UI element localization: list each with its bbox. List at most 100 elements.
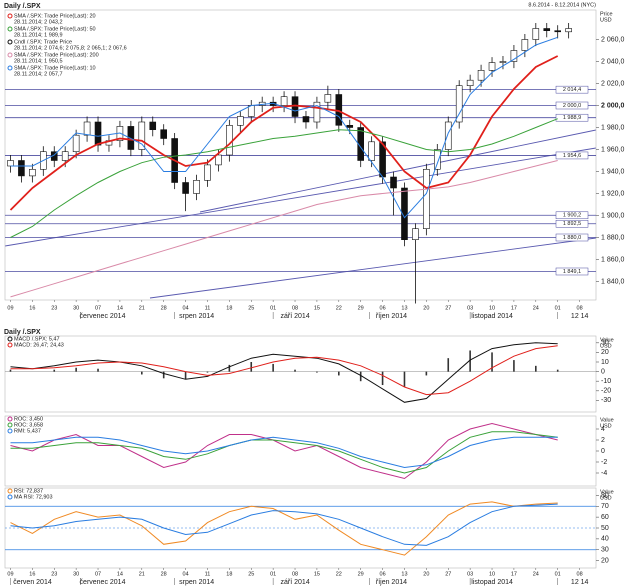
candle-body xyxy=(521,39,529,51)
y-axis-label: Value xyxy=(600,489,614,495)
legend-icon xyxy=(7,494,13,500)
candle-body xyxy=(61,151,69,161)
y-tick-label: -30 xyxy=(601,397,611,404)
x-tick-label: 04 xyxy=(183,571,189,577)
candle-body xyxy=(18,160,25,177)
legend-name: SMA /.SPX: Trade Price(Last): 200 xyxy=(14,52,99,58)
x-tick-label: 18 xyxy=(226,571,232,577)
level-label-box xyxy=(555,151,589,160)
histogram-bar xyxy=(469,350,471,372)
x-tick-label: 27 xyxy=(445,571,451,577)
legend-icon xyxy=(7,488,13,494)
x-tick-label: 29 xyxy=(358,571,364,577)
month-label: srpen 2014 xyxy=(179,579,214,586)
candle-body xyxy=(455,85,463,123)
histogram-bar xyxy=(359,371,362,382)
y-tick-label: 2 xyxy=(601,437,605,444)
series-line xyxy=(10,422,558,480)
y-tick-label: 1 880,0 xyxy=(601,234,624,241)
level-label-box xyxy=(555,113,589,122)
y-tick-label: 60 xyxy=(601,514,609,521)
legend-name: ROC: 3,450 xyxy=(14,416,43,422)
level-label: 1 988,9 xyxy=(563,115,581,121)
candle-body xyxy=(94,121,102,146)
month-label: září 2014 xyxy=(281,313,310,320)
date-range: 8.6.2014 - 8.12.2014 (NYC) xyxy=(528,2,596,8)
level-label-box xyxy=(555,220,589,228)
y-tick-label: 80 xyxy=(601,492,609,499)
y-tick-label: 20 xyxy=(601,557,609,564)
y-axis-label: Value xyxy=(600,337,614,343)
x-tick-label: 28 xyxy=(161,571,167,577)
histogram-bar xyxy=(228,364,231,372)
x-tick-label: 04 xyxy=(183,305,189,311)
candle-body xyxy=(543,28,551,31)
y-tick-label: 50 xyxy=(601,525,609,532)
histogram-bar xyxy=(53,369,56,372)
candle-body xyxy=(444,121,452,150)
y-tick-label: 1 940,0 xyxy=(601,168,624,175)
histogram-bar xyxy=(447,358,450,372)
candle-body xyxy=(182,182,189,194)
month-label: červenec 2014 xyxy=(80,313,126,320)
level-label-box xyxy=(555,233,589,242)
x-tick-label: 13 xyxy=(401,305,407,311)
level-label: 1 880,0 xyxy=(563,235,581,241)
x-tick-label: 08 xyxy=(577,571,583,577)
histogram-bar xyxy=(338,371,340,376)
x-tick-label: 11 xyxy=(205,571,211,577)
candle-body xyxy=(138,121,146,150)
series-line xyxy=(10,431,558,474)
candle-body xyxy=(83,121,91,136)
x-tick-label: 07 xyxy=(95,305,101,311)
y-tick-label: 1 960,0 xyxy=(601,146,624,153)
x-tick-label: 11 xyxy=(205,305,211,311)
candle-body xyxy=(423,169,430,230)
candle-body xyxy=(412,228,419,240)
y-axis-unit: USD xyxy=(600,17,612,23)
legend-name: SMA /.SPX: Trade Price(Last): 10 xyxy=(14,65,96,71)
candle-body xyxy=(237,116,244,126)
x-tick-label: 22 xyxy=(336,305,342,311)
candle-body xyxy=(390,176,397,189)
y-tick-label: -20 xyxy=(601,388,611,395)
candle-body xyxy=(466,79,474,86)
level-label-box xyxy=(555,267,589,276)
histogram-bar xyxy=(75,367,77,372)
level-label-box xyxy=(555,85,589,94)
x-tick-label: 08 xyxy=(292,571,298,577)
legend-name: RMI: 5,437 xyxy=(14,428,41,434)
y-tick-label: 1 980,0 xyxy=(601,124,624,131)
candle-body xyxy=(488,62,496,71)
candle-body xyxy=(346,125,354,128)
legend-value: 28.11.2014; 2 057,7 xyxy=(14,71,63,77)
histogram-bar xyxy=(250,362,253,372)
histogram-bar xyxy=(491,352,493,372)
panel-frame xyxy=(4,9,597,301)
x-tick-label: 01 xyxy=(270,571,276,577)
candle-body xyxy=(313,101,321,123)
month-label: říjen 2014 xyxy=(376,313,407,320)
level-label: 1 900,2 xyxy=(563,213,581,219)
legend-icon xyxy=(7,13,13,19)
histogram-bar xyxy=(97,368,99,372)
x-tick-label: 21 xyxy=(139,571,145,577)
candle-body xyxy=(532,28,540,40)
legend-value: 28.11.2014; 1 989,9 xyxy=(14,32,63,38)
histogram-bar xyxy=(184,371,187,380)
legend-icon xyxy=(7,416,13,422)
candle-body xyxy=(499,61,507,63)
y-tick-label: 20 xyxy=(601,349,609,356)
candle-body xyxy=(324,94,332,103)
histogram-bar xyxy=(9,369,12,372)
y-axis-label: Price xyxy=(600,11,613,17)
x-tick-label: 30 xyxy=(73,305,79,311)
month-label: listopad 2014 xyxy=(471,313,513,320)
x-tick-label: 09 xyxy=(7,571,13,577)
series-line xyxy=(10,436,558,469)
candle-body xyxy=(29,169,36,177)
candle-body xyxy=(565,28,572,33)
x-tick-label: 15 xyxy=(314,571,320,577)
candle-body xyxy=(215,154,222,166)
